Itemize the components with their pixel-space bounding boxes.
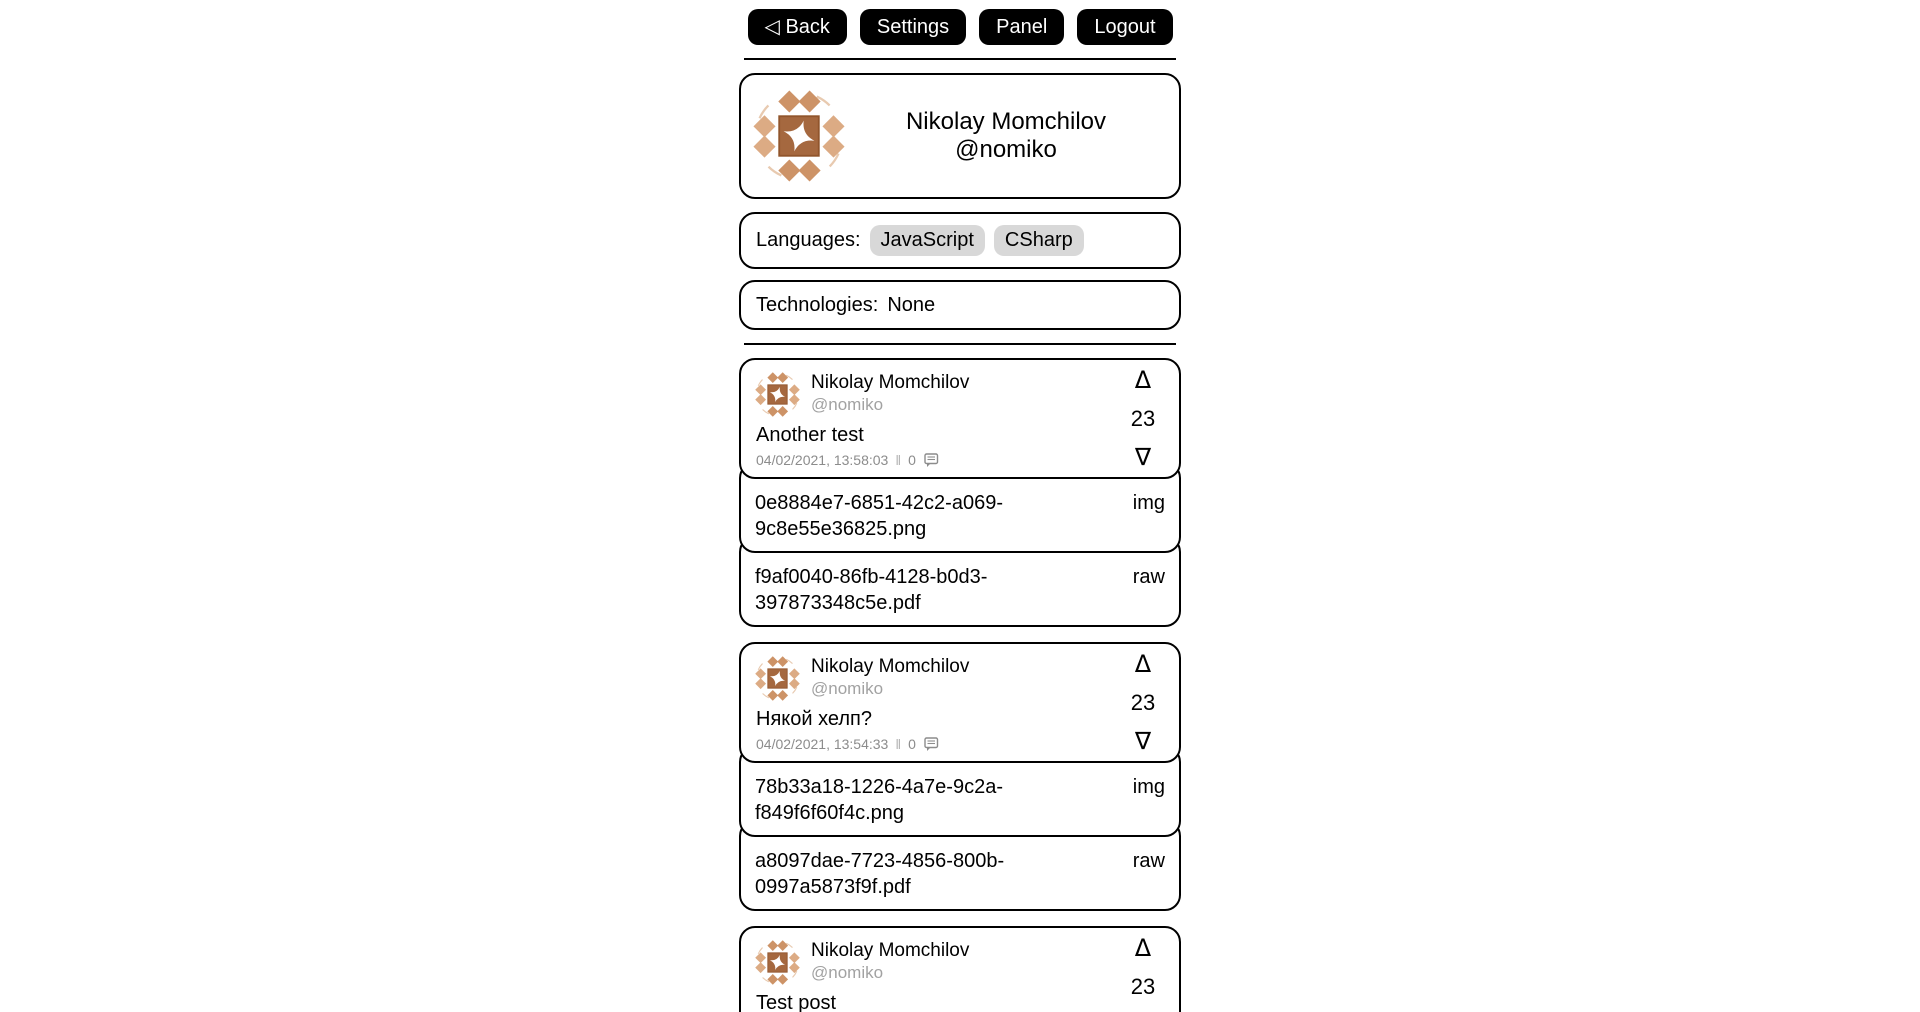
- upvote-button[interactable]: Δ: [1134, 650, 1152, 678]
- divider-top: [744, 58, 1176, 60]
- profile-card: Nikolay Momchilov @nomiko: [739, 73, 1181, 199]
- post-card[interactable]: Nikolay Momchilov @nomiko Another test 0…: [739, 358, 1181, 479]
- languages-card: Languages: JavaScript CSharp: [739, 212, 1181, 269]
- profile-handle: @nomiko: [955, 136, 1057, 163]
- vote-count: 23: [1130, 405, 1156, 431]
- attachment-filename: 78b33a18-1226-4a7e-9c2a-f849f6f60f4c.png: [755, 776, 1003, 824]
- post-timestamp: 04/02/2021, 13:58:03: [756, 452, 889, 468]
- post-header: Nikolay Momchilov @nomiko: [755, 655, 1167, 701]
- post-title: Another test: [756, 424, 864, 446]
- post-author-name: Nikolay Momchilov: [811, 656, 970, 677]
- post-author-handle: @nomiko: [811, 678, 884, 698]
- panel-button[interactable]: Panel: [979, 9, 1065, 45]
- vote-count: 23: [1130, 689, 1156, 715]
- main-column: Nikolay Momchilov @nomiko Languages: Jav…: [739, 58, 1181, 1012]
- upvote-button[interactable]: Δ: [1134, 366, 1152, 394]
- comment-icon: [924, 452, 939, 468]
- post-avatar-icon: [755, 940, 800, 985]
- settings-button[interactable]: Settings: [859, 9, 967, 45]
- post-meta: 04/02/2021, 13:54:33 ‖ 0: [756, 736, 1167, 754]
- post-avatar-icon: [755, 372, 800, 417]
- post-card[interactable]: Nikolay Momchilov @nomiko Test post 04/0…: [739, 926, 1181, 1012]
- attachment-filename: a8097dae-7723-4856-800b-0997a5873f9f.pdf: [755, 850, 1005, 898]
- post-card[interactable]: Nikolay Momchilov @nomiko Някой хелп? 04…: [739, 642, 1181, 763]
- comment-icon: [924, 736, 939, 752]
- post-author-name: Nikolay Momchilov: [811, 372, 970, 393]
- post-author-block: Nikolay Momchilov @nomiko: [811, 939, 969, 983]
- post-author-block: Nikolay Momchilov @nomiko: [811, 371, 969, 415]
- back-button[interactable]: ◁ Back: [747, 9, 847, 45]
- downvote-button[interactable]: ∇: [1134, 443, 1152, 471]
- post-comment-count: 0: [908, 736, 916, 752]
- attachment-filename: 0e8884e7-6851-42c2-a069-9c8e55e36825.png: [755, 492, 1003, 540]
- post-header: Nikolay Momchilov @nomiko: [755, 371, 1167, 417]
- technologies-card: Technologies: None: [739, 280, 1181, 330]
- technologies-value: None: [887, 293, 936, 316]
- post-author-handle: @nomiko: [811, 962, 884, 982]
- attachment-filename: f9af0040-86fb-4128-b0d3-397873348c5e.pdf: [755, 566, 988, 614]
- technologies-label: Technologies:: [756, 293, 879, 316]
- attachment-type: img: [1132, 492, 1165, 514]
- post-author-name: Nikolay Momchilov: [811, 940, 970, 961]
- post-timestamp: 04/02/2021, 13:54:33: [756, 736, 889, 752]
- post-author-handle: @nomiko: [811, 394, 884, 414]
- attachment-type: img: [1132, 776, 1165, 798]
- post-meta: 04/02/2021, 13:58:03 ‖ 0: [756, 452, 1167, 470]
- meta-separator: ‖: [895, 452, 902, 468]
- post-group: Nikolay Momchilov @nomiko Някой хелп? 04…: [739, 642, 1181, 911]
- vote-column: Δ 23 ∇: [1121, 936, 1165, 1012]
- meta-separator: ‖: [895, 736, 902, 752]
- post-title: Test post: [756, 992, 837, 1012]
- profile-names: Nikolay Momchilov @nomiko: [845, 108, 1167, 165]
- vote-column: Δ 23 ∇: [1121, 368, 1165, 469]
- post-header: Nikolay Momchilov @nomiko: [755, 939, 1167, 985]
- profile-name: Nikolay Momchilov: [905, 107, 1107, 135]
- upvote-button[interactable]: Δ: [1134, 934, 1152, 962]
- post-author-block: Nikolay Momchilov @nomiko: [811, 655, 969, 699]
- attachment-type: raw: [1132, 566, 1165, 588]
- profile-avatar-icon: [753, 90, 845, 182]
- post-title: Някой хелп?: [756, 708, 872, 730]
- downvote-button[interactable]: ∇: [1134, 727, 1152, 755]
- languages-label: Languages:: [756, 229, 861, 251]
- language-tag-csharp: CSharp: [993, 225, 1084, 256]
- post-comment-count: 0: [908, 452, 916, 468]
- attachment-type: raw: [1132, 850, 1165, 872]
- vote-count: 23: [1130, 973, 1156, 999]
- toolbar: ◁ Back Settings Panel Logout: [0, 0, 1920, 45]
- post-avatar-icon: [755, 656, 800, 701]
- post-group: Nikolay Momchilov @nomiko Another test 0…: [739, 358, 1181, 627]
- logout-button[interactable]: Logout: [1077, 9, 1173, 45]
- vote-column: Δ 23 ∇: [1121, 652, 1165, 753]
- post-group: Nikolay Momchilov @nomiko Test post 04/0…: [739, 926, 1181, 1012]
- divider-posts: [744, 343, 1176, 345]
- language-tag-javascript: JavaScript: [869, 225, 985, 256]
